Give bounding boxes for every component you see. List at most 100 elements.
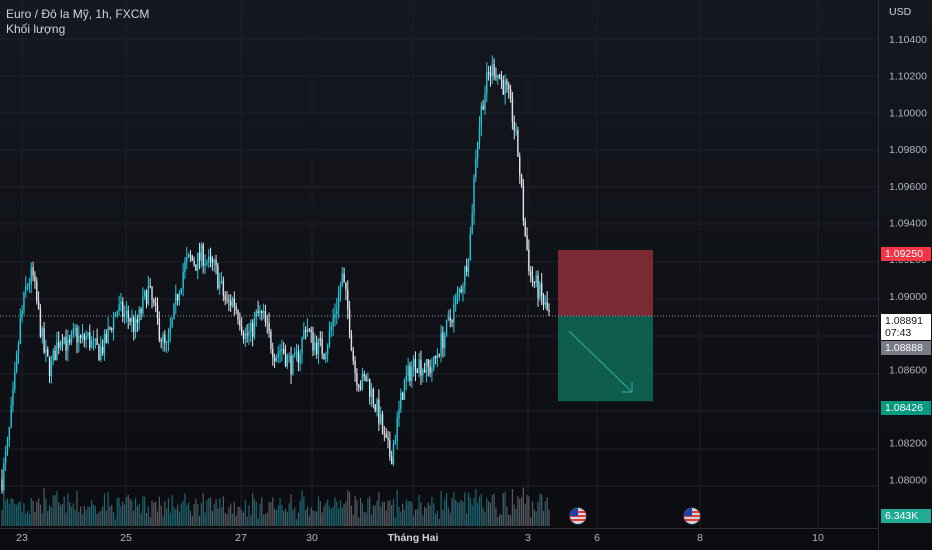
volume-bar: [294, 507, 296, 526]
volume-bar: [140, 512, 142, 526]
volume-bar: [215, 499, 217, 526]
candle: [246, 324, 248, 343]
candle: [229, 294, 232, 312]
chart-area[interactable]: Euro / Đô la Mỹ, 1h, FXCM Khối lượng: [0, 0, 878, 528]
volume-indicator-title[interactable]: Khối lượng: [6, 22, 66, 36]
volume-bar: [456, 501, 459, 526]
volume-bar: [389, 499, 391, 526]
stop-loss-zone[interactable]: [558, 250, 653, 316]
volume-bar: [400, 511, 402, 526]
price-axis[interactable]: USD 1.10400 1.10200 1.10000 1.09800 1.09600 1…: [878, 0, 932, 550]
candle: [484, 85, 486, 116]
candle: [195, 264, 197, 271]
candle: [253, 311, 256, 340]
candle: [411, 360, 413, 388]
candle: [497, 74, 499, 85]
candle: [277, 345, 279, 364]
candle: [72, 322, 75, 339]
candle: [326, 343, 329, 363]
candle: [367, 372, 369, 382]
candle: [268, 312, 270, 338]
candle: [94, 338, 97, 349]
volume-bar: [125, 497, 128, 526]
volume-bar: [316, 511, 318, 526]
volume-bar: [171, 495, 173, 526]
volume-bar: [98, 512, 100, 526]
volume-bar: [138, 503, 140, 526]
time-label: 10: [812, 532, 824, 544]
symbol-title[interactable]: Euro / Đô la Mỹ, 1h, FXCM: [6, 7, 150, 21]
volume-bar: [431, 496, 433, 526]
candle: [458, 287, 461, 302]
candle: [4, 445, 7, 471]
volume-bar: [526, 495, 528, 526]
volume-bar: [87, 506, 89, 526]
candle: [498, 73, 501, 80]
volume-bar: [39, 504, 42, 526]
candle: [524, 217, 526, 237]
us-flag-icon[interactable]: [683, 507, 701, 525]
candle: [8, 426, 11, 447]
volume-bar: [156, 511, 159, 526]
volume-bar: [32, 500, 34, 526]
volume-bar: [491, 495, 493, 526]
take-profit-zone[interactable]: [558, 315, 653, 402]
volume-bar: [458, 502, 460, 526]
candle: [294, 347, 296, 358]
volume-bar: [59, 504, 62, 526]
volume-bar: [34, 511, 36, 526]
volume-bar: [89, 507, 91, 526]
volume-bar: [182, 500, 184, 526]
volume-bar: [166, 508, 168, 526]
candle: [365, 374, 367, 382]
candle: [266, 314, 268, 334]
volume-bar: [63, 496, 65, 526]
volume-bar: [123, 504, 126, 526]
candle: [87, 332, 89, 340]
volume-bar: [224, 512, 226, 526]
volume-bar: [524, 504, 526, 526]
us-flag-icon[interactable]: [569, 507, 587, 525]
candle: [491, 55, 493, 84]
candle: [178, 290, 181, 306]
volume-bar: [136, 506, 138, 526]
candle: [328, 321, 331, 348]
candle: [376, 397, 378, 417]
volume-bar: [198, 516, 201, 526]
candle: [520, 173, 523, 188]
volume-bar: [80, 506, 82, 526]
candle: [321, 331, 323, 360]
volume-bar: [445, 493, 448, 526]
candle: [131, 309, 133, 333]
candle: [125, 301, 128, 323]
volume-bar: [112, 512, 115, 526]
volume-bar: [517, 496, 519, 526]
volume-bar: [16, 504, 18, 526]
candle: [220, 271, 223, 284]
candle: [237, 309, 239, 325]
volume-bar: [270, 502, 272, 526]
volume-bar: [436, 510, 439, 526]
volume-bar: [235, 515, 237, 526]
candle: [242, 330, 245, 344]
candle: [231, 296, 234, 308]
volume-bar: [116, 497, 118, 526]
candle: [374, 404, 376, 413]
time-axis[interactable]: 23 25 27 30 Tháng Hai 3 6 8 10: [0, 528, 878, 550]
volume-bar: [542, 511, 545, 526]
price-chart[interactable]: [0, 0, 878, 528]
volume-bar: [8, 503, 10, 526]
volume-bar: [78, 512, 80, 526]
volume-bar: [178, 511, 181, 526]
volume-bar: [246, 516, 248, 526]
volume-bar: [279, 498, 281, 526]
volume-bar: [72, 503, 74, 526]
currency-label[interactable]: USD: [889, 6, 912, 18]
volume-bar: [180, 503, 182, 526]
candle: [281, 339, 283, 362]
candle: [162, 332, 164, 352]
volume-bar: [70, 507, 73, 526]
volume-bar: [239, 506, 241, 526]
candle: [297, 344, 300, 372]
candle: [68, 334, 71, 346]
